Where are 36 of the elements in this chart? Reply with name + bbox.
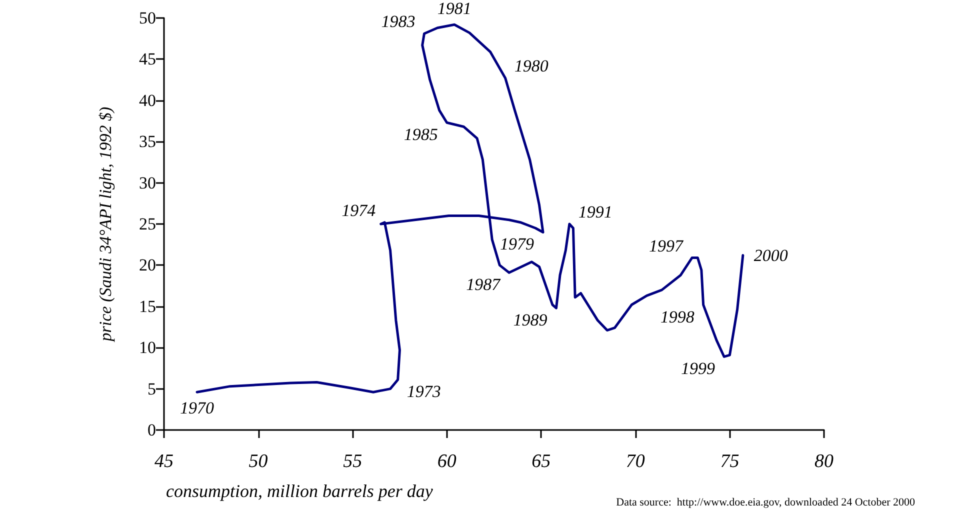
annotation: 1980 [514, 56, 549, 76]
annotation: 1989 [513, 310, 548, 330]
y-tick-label: 50 [139, 8, 156, 28]
x-tick-label: 65 [532, 451, 551, 472]
annotation: 1981 [437, 0, 472, 18]
x-tick-label: 55 [343, 451, 362, 472]
annotation: 2000 [754, 246, 788, 265]
annotation: 1970 [180, 398, 214, 418]
y-tick-label: 10 [139, 338, 156, 358]
annotation: 1974 [342, 200, 376, 220]
annotation: 1991 [578, 202, 612, 222]
annotation: 1983 [381, 12, 416, 32]
annotation: 1997 [649, 236, 684, 256]
x-tick-label: 70 [626, 451, 646, 472]
y-tick-label: 30 [139, 173, 156, 192]
annotation: 1998 [660, 307, 695, 326]
y-tick-label: 45 [139, 50, 156, 69]
y-tick-label: 0 [148, 420, 156, 440]
x-tick-label: 75 [720, 451, 740, 472]
y-tick-label: 15 [139, 296, 156, 316]
source-note: Data source: http://www.doe.eia.gov, downloaded 24 October 2000 [616, 496, 916, 508]
x-tick-label: 60 [437, 451, 457, 472]
y-tick-label: 20 [139, 256, 156, 275]
annotation: 1987 [466, 275, 502, 294]
y-tick-label: 40 [139, 90, 156, 110]
annotation: 1973 [406, 382, 441, 402]
y-tick-label: 35 [139, 132, 156, 152]
y-tick-label: 25 [139, 214, 156, 234]
annotation: 1979 [500, 234, 535, 254]
y-axis-title: price (Saudi 34°API light, 1992 $) [96, 106, 115, 342]
y-tick-label: 5 [148, 379, 156, 398]
x-tick-label: 80 [814, 451, 834, 472]
x-tick-label: 50 [248, 451, 268, 472]
annotation: 1999 [681, 359, 716, 378]
annotation: 1985 [404, 125, 438, 144]
x-axis-title: consumption, million barrels per day [166, 481, 433, 501]
